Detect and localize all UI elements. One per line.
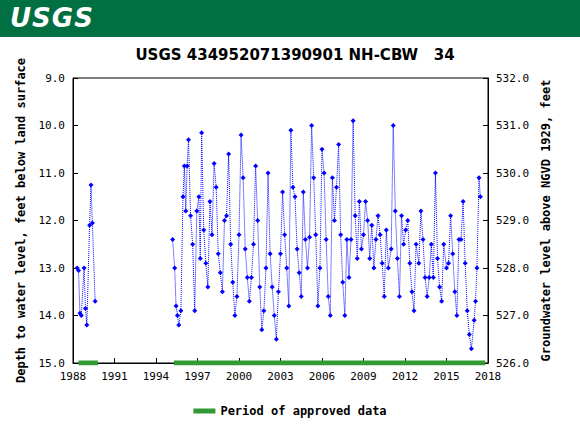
svg-text:Groundwater level above NGVD 1: Groundwater level above NGVD 1929, feet bbox=[539, 80, 553, 362]
svg-text:531.0: 531.0 bbox=[496, 119, 529, 132]
svg-text:1997: 1997 bbox=[184, 370, 211, 383]
svg-text:2006: 2006 bbox=[309, 370, 336, 383]
svg-text:527.0: 527.0 bbox=[496, 309, 529, 322]
svg-text:526.0: 526.0 bbox=[496, 357, 529, 370]
svg-text:529.0: 529.0 bbox=[496, 214, 529, 227]
svg-text:10.0: 10.0 bbox=[39, 119, 66, 132]
svg-text:528.0: 528.0 bbox=[496, 262, 529, 275]
svg-text:Period of approved data: Period of approved data bbox=[220, 404, 386, 418]
svg-text:14.0: 14.0 bbox=[39, 309, 66, 322]
svg-text:2009: 2009 bbox=[350, 370, 377, 383]
svg-text:2003: 2003 bbox=[267, 370, 294, 383]
svg-text:11.0: 11.0 bbox=[39, 167, 66, 180]
svg-text:532.0: 532.0 bbox=[496, 72, 529, 85]
html-text:USGS: USGS bbox=[10, 3, 94, 33]
svg-text:12.0: 12.0 bbox=[39, 214, 66, 227]
svg-text:2018: 2018 bbox=[475, 370, 502, 383]
svg-text:530.0: 530.0 bbox=[496, 167, 529, 180]
svg-text:USGS 434952071390901 NH-CBW: USGS 434952071390901 NH-CBW 34 bbox=[135, 46, 454, 64]
svg-text:1988: 1988 bbox=[60, 370, 87, 383]
svg-text:15.0: 15.0 bbox=[39, 357, 66, 370]
svg-text:Depth to water level, feet bel: Depth to water level, feet below land su… bbox=[14, 58, 28, 383]
svg-text:1994: 1994 bbox=[143, 370, 170, 383]
svg-text:2012: 2012 bbox=[392, 370, 419, 383]
svg-text:13.0: 13.0 bbox=[39, 262, 66, 275]
svg-text:9.0: 9.0 bbox=[45, 72, 65, 85]
svg-text:2015: 2015 bbox=[433, 370, 460, 383]
svg-text:1991: 1991 bbox=[101, 370, 128, 383]
svg-text:2000: 2000 bbox=[226, 370, 253, 383]
